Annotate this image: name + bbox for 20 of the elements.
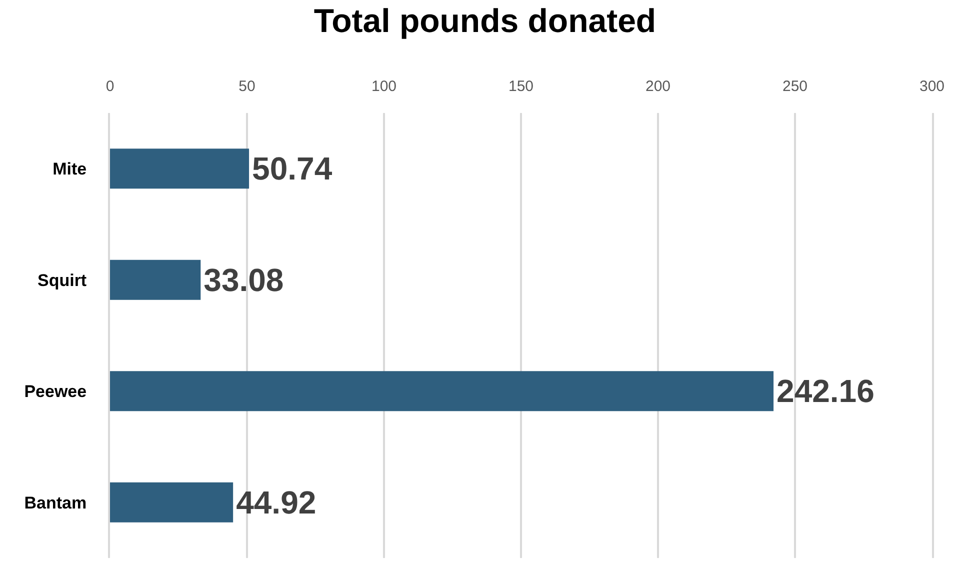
x-tick-label: 250 bbox=[782, 78, 808, 95]
bar bbox=[110, 482, 234, 522]
x-tick-label: 300 bbox=[919, 78, 945, 95]
bar bbox=[110, 148, 250, 189]
x-tick-label: 150 bbox=[508, 78, 534, 95]
x-tick-label: 0 bbox=[106, 78, 114, 95]
y-tick-label: Squirt bbox=[37, 270, 87, 290]
y-tick-label: Bantam bbox=[24, 493, 87, 512]
data-label: 33.08 bbox=[204, 262, 284, 298]
data-label: 50.74 bbox=[252, 150, 332, 187]
data-label: 44.92 bbox=[236, 484, 316, 520]
bar bbox=[110, 260, 201, 300]
data-label: 242.16 bbox=[776, 373, 874, 410]
x-tick-label: 50 bbox=[238, 78, 256, 95]
y-tick-label: Peewee bbox=[24, 382, 87, 402]
x-tick-label: 200 bbox=[645, 78, 671, 95]
x-tick-label: 100 bbox=[371, 78, 397, 95]
chart-title: Total pounds donated bbox=[314, 2, 656, 39]
y-tick-label: Mite bbox=[52, 160, 87, 179]
bar bbox=[110, 371, 774, 412]
